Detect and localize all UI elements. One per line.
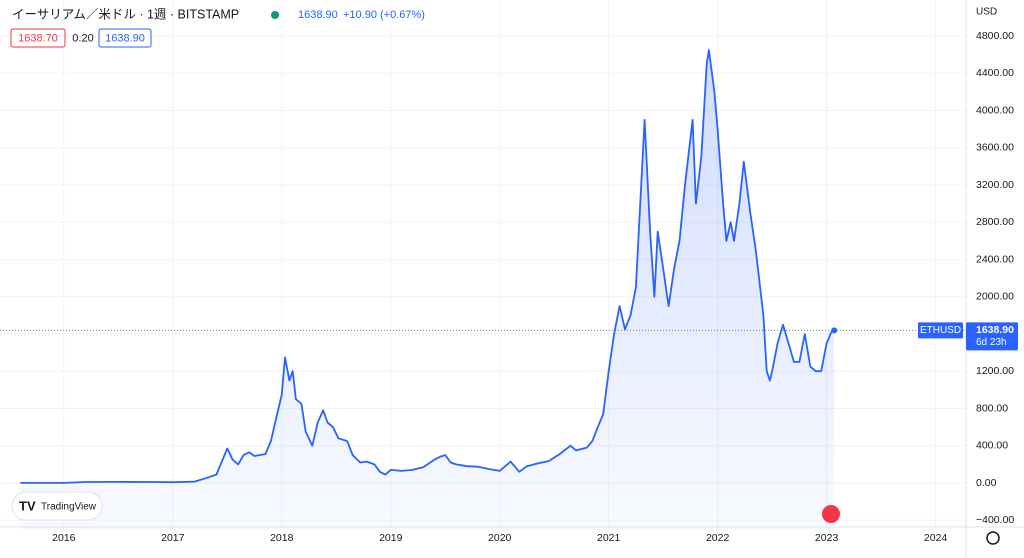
y-tick-label: 3200.00 [976, 179, 1014, 191]
symbol-title[interactable]: イーサリアム／米ドル · 1週 · BITSTAMP [12, 7, 239, 21]
y-tick-label: 4400.00 [976, 67, 1014, 79]
x-tick-label: 2024 [924, 532, 948, 544]
countdown: 6d 23h [976, 337, 1007, 348]
symbol-box [918, 322, 963, 339]
settings-icon[interactable] [986, 531, 1000, 545]
x-tick-label: 2021 [597, 532, 621, 544]
brand-logo: TV [19, 498, 36, 513]
x-tick-label: 2020 [488, 532, 512, 544]
symbol-label: ETHUSD [920, 325, 961, 336]
header-price: 1638.90 [298, 9, 338, 21]
x-tick-label: 2016 [52, 532, 76, 544]
y-tick-label: 4800.00 [976, 30, 1014, 42]
x-tick-label: 2023 [815, 532, 839, 544]
y-tick-label: 400.00 [976, 440, 1008, 452]
ask[interactable]: 1638.90 [105, 32, 145, 44]
y-tick-label: −400.00 [976, 514, 1014, 526]
bid-box[interactable] [10, 28, 66, 48]
y-tick-label: 2000.00 [976, 291, 1014, 303]
last-price-label: 1638.90 [976, 324, 1014, 336]
x-tick-label: 2018 [270, 532, 294, 544]
x-tick-label: 2017 [161, 532, 185, 544]
y-tick-label: 3600.00 [976, 142, 1014, 154]
brand-badge[interactable] [11, 491, 103, 521]
y-tick-label: 2800.00 [976, 216, 1014, 228]
x-tick-label: 2019 [379, 532, 403, 544]
price-line [20, 49, 835, 484]
market-status[interactable] [271, 11, 279, 19]
y-tick-label: 800.00 [976, 402, 1008, 414]
spread: 0.20 [72, 32, 93, 44]
area-fill [20, 50, 835, 530]
header-change: +10.90 (+0.67%) [343, 9, 425, 21]
currency[interactable]: USD [976, 7, 997, 18]
bid[interactable]: 1638.70 [18, 32, 58, 44]
axes: −400.000.00400.00800.001200.001600.00200… [52, 30, 1018, 544]
y-tick-label: 4000.00 [976, 104, 1014, 116]
x-tick-label: 2022 [706, 532, 730, 544]
y-tick-label: 1200.00 [976, 365, 1014, 377]
plot [0, 49, 966, 530]
brand-name[interactable]: TradingView [41, 502, 97, 513]
last-price-box [966, 322, 1018, 351]
ask-box[interactable] [98, 28, 152, 48]
y-tick-label: 2400.00 [976, 253, 1014, 265]
event-icon[interactable] [822, 505, 840, 523]
y-tick-label: 0.00 [976, 477, 997, 489]
